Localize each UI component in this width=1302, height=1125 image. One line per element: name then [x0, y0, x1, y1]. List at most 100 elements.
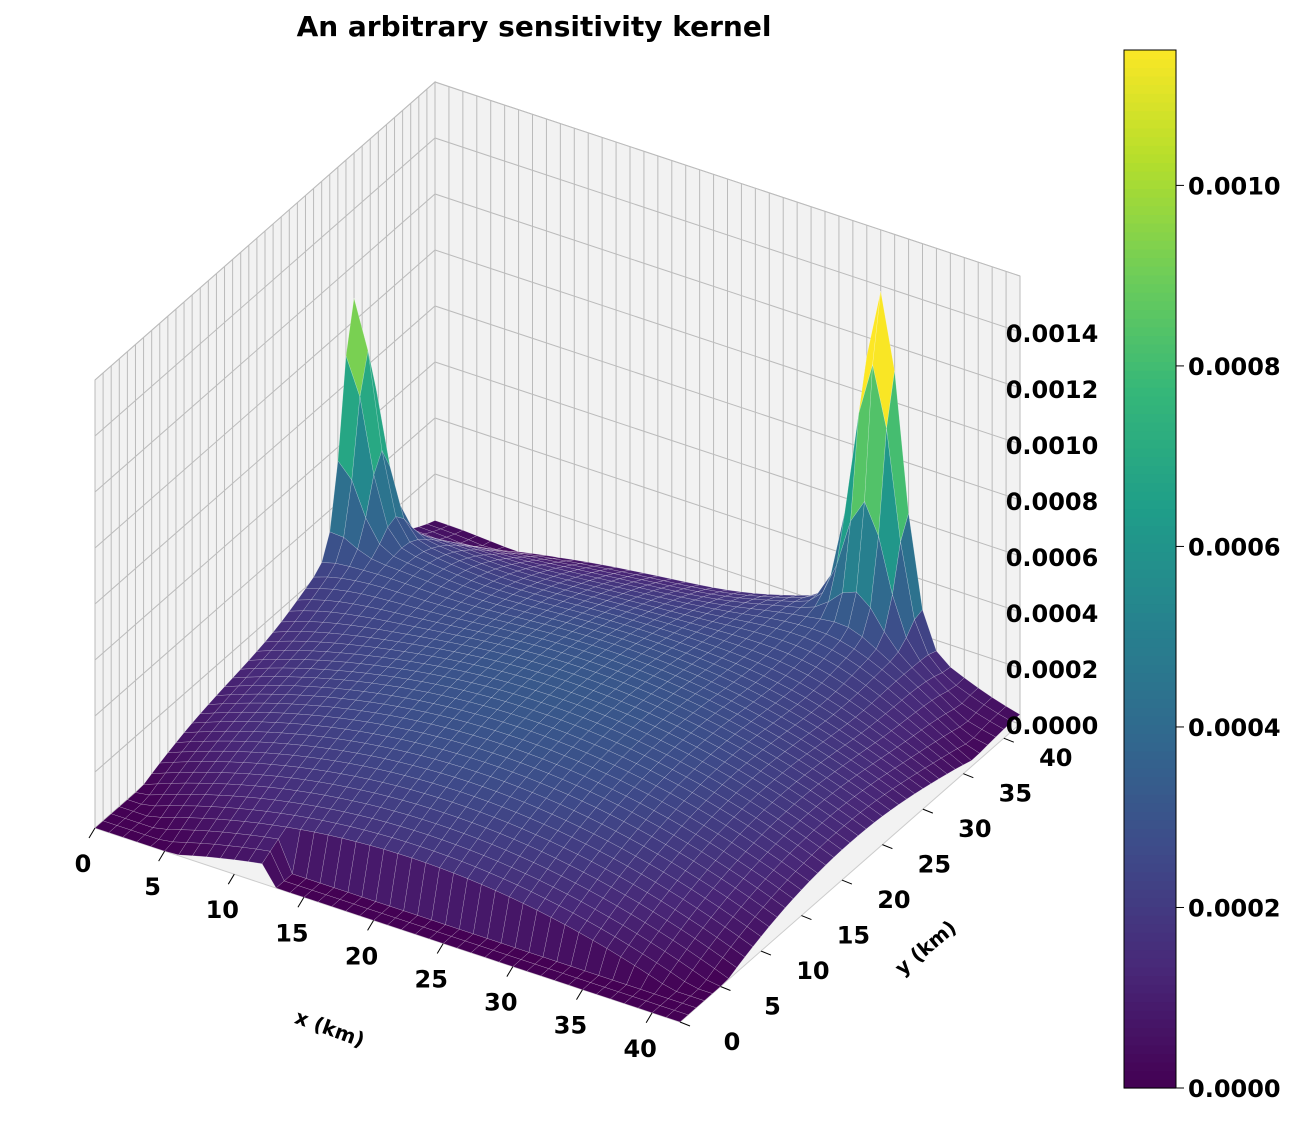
- y-tick-mark: [801, 915, 812, 921]
- colorbar-segment: [1124, 620, 1176, 631]
- colorbar-segment: [1124, 889, 1176, 899]
- colorbar-segment: [1124, 551, 1176, 561]
- grid-line-z: [94, 137, 1021, 437]
- colorbar-segment: [1124, 837, 1176, 847]
- colorbar-segment: [1124, 863, 1176, 873]
- colorbar-segment: [1124, 283, 1176, 293]
- x-tick-label: 35: [554, 1012, 587, 1040]
- colorbar-segment: [1124, 1027, 1176, 1037]
- colorbar-segment: [1124, 577, 1176, 587]
- colorbar-segment: [1124, 430, 1176, 440]
- colorbar-frame: [1123, 49, 1177, 1089]
- colorbar-tick-label: 0.0010: [1188, 172, 1281, 200]
- colorbar-segment: [1124, 1044, 1176, 1054]
- y-tick-mark: [720, 986, 731, 991]
- colorbar-tick-label: 0.0004: [1188, 714, 1281, 742]
- colorbar-segment: [1124, 508, 1176, 518]
- colorbar-segment: [1124, 793, 1176, 804]
- y-tick-mark: [760, 950, 772, 956]
- colorbar-segment: [1124, 240, 1176, 250]
- x-tick-label: 0: [75, 850, 92, 878]
- colorbar-segment: [1124, 300, 1176, 311]
- colorbar-segment: [1124, 421, 1176, 432]
- colorbar-segment: [1124, 906, 1176, 916]
- surface-facet: [900, 777, 924, 795]
- surface-facet: [908, 772, 932, 789]
- colorbar-segment: [1124, 698, 1176, 708]
- surface-facet: [973, 729, 997, 746]
- colorbar-segment: [1124, 767, 1176, 778]
- x-tick-label: 15: [275, 919, 308, 947]
- x-tick-label: 10: [206, 896, 239, 924]
- y-tick-label: 0: [724, 1028, 741, 1056]
- colorbar-segment: [1124, 958, 1176, 968]
- colorbar-segment: [1124, 966, 1176, 977]
- colorbar-segment: [1124, 992, 1176, 1003]
- colorbar-segment: [1124, 638, 1176, 648]
- colorbar-segment: [1124, 915, 1176, 925]
- colorbar-segment: [1124, 93, 1176, 103]
- colorbar-segment: [1124, 1001, 1176, 1011]
- colorbar-segment: [1124, 594, 1176, 605]
- colorbar-segment: [1124, 292, 1176, 302]
- colorbar-segment: [1124, 84, 1176, 94]
- x-tick-mark: [367, 920, 375, 931]
- colorbar-segment: [1124, 569, 1176, 579]
- colorbar-segment: [1124, 205, 1176, 215]
- colorbar-segment: [1124, 387, 1176, 397]
- colorbar-segment: [1124, 984, 1176, 994]
- colorbar-segment: [1124, 188, 1176, 198]
- surface-facet: [932, 757, 956, 775]
- x-tick-mark: [227, 873, 235, 885]
- y-tick-label: 20: [877, 886, 910, 914]
- colorbar-segment: [1124, 707, 1176, 717]
- colorbar-segment: [1124, 179, 1176, 189]
- colorbar: 0.0000 0.0002 0.0004 0.0006 0.0008 0.0010: [1123, 49, 1281, 1103]
- colorbar-segment: [1124, 197, 1176, 207]
- colorbar-segment: [1124, 58, 1176, 68]
- grid-line-z: [94, 193, 1021, 493]
- y-tick-mark: [963, 773, 974, 779]
- y-tick-label: 30: [958, 815, 991, 843]
- colorbar-segment: [1124, 975, 1176, 985]
- y-tick-label: 40: [1039, 744, 1072, 772]
- colorbar-segment: [1124, 75, 1176, 86]
- surface-mesh: [94, 290, 1021, 1023]
- y-tick-label: 15: [837, 922, 870, 950]
- colorbar-segment: [1124, 266, 1176, 276]
- colorbar-segment: [1124, 396, 1176, 406]
- colorbar-segment: [1124, 612, 1176, 622]
- colorbar-segment: [1124, 724, 1176, 734]
- colorbar-segment: [1124, 153, 1176, 164]
- colorbar-segment: [1124, 785, 1176, 795]
- colorbar-tick-label: 0.0002: [1188, 894, 1281, 922]
- z-tick-label: 0.0006: [1006, 544, 1099, 572]
- colorbar-segment: [1124, 318, 1176, 328]
- x-tick-label: 5: [144, 873, 161, 901]
- x-tick-mark: [297, 897, 305, 908]
- colorbar-segment: [1124, 811, 1176, 821]
- chart-title: An arbitrary sensitivity kernel: [296, 10, 772, 43]
- colorbar-segment: [1124, 681, 1176, 691]
- colorbar-segment: [1124, 629, 1176, 639]
- z-tick-label: 0.0008: [1006, 488, 1099, 516]
- colorbar-segment: [1124, 871, 1176, 881]
- colorbar-segment: [1124, 67, 1176, 77]
- colorbar-segment: [1124, 101, 1176, 112]
- x-tick-label: 40: [623, 1035, 656, 1063]
- colorbar-segment: [1124, 110, 1176, 120]
- y-tick-label: 10: [796, 957, 829, 985]
- z-tick-label: 0.0012: [1006, 376, 1099, 404]
- colorbar-tick-label: 0.0006: [1188, 533, 1281, 561]
- y-tick-mark: [882, 844, 893, 850]
- colorbar-segment: [1124, 586, 1176, 596]
- colorbar-segment: [1124, 776, 1176, 786]
- x-tick-mark: [436, 943, 444, 954]
- colorbar-segment: [1124, 742, 1176, 752]
- colorbar-segment: [1124, 136, 1176, 146]
- colorbar-segment: [1124, 326, 1176, 337]
- colorbar-segment: [1124, 413, 1176, 423]
- colorbar-segment: [1124, 248, 1176, 259]
